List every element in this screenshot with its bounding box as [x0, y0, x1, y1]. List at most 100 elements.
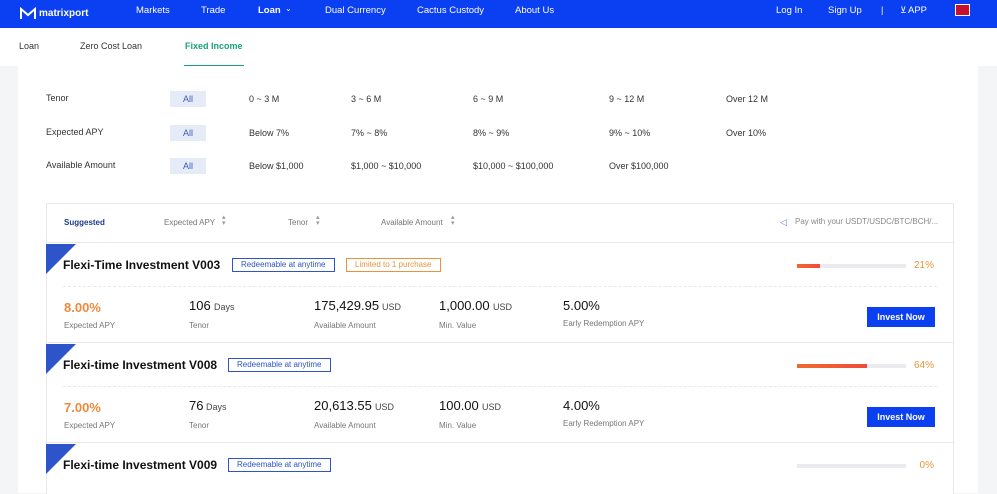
min-label: Min. Value	[439, 421, 477, 430]
progress-track	[797, 264, 906, 268]
logo-icon	[20, 7, 36, 19]
sort-arrows: ▴ ▾	[222, 214, 226, 227]
amount: 20,613.55	[314, 398, 372, 413]
filter-label: Expected APY	[46, 127, 104, 137]
product-name[interactable]: Flexi-time Investment V009	[63, 458, 218, 472]
early-apy: 4.00%	[563, 398, 600, 413]
tenor-unit: Days	[206, 402, 227, 412]
filter-option[interactable]: Over 12 M	[726, 94, 769, 104]
min: 100.00	[439, 398, 479, 413]
progress-track	[797, 464, 906, 468]
early-label: Early Redemption APY	[563, 419, 645, 428]
progress-label: 21%	[913, 260, 934, 271]
divider	[47, 342, 953, 343]
amount-label: Available Amount	[314, 421, 376, 430]
nav-right[interactable]: APP	[908, 5, 928, 16]
early-apy: 5.00%	[563, 298, 600, 313]
amount-unit: USD	[382, 302, 402, 312]
sort-item[interactable]: Suggested	[64, 218, 105, 227]
sort-item[interactable]: Expected APY	[164, 218, 216, 227]
tenor-label: Tenor	[189, 321, 210, 330]
nav-link[interactable]: Trade	[201, 5, 226, 16]
caret: ⌄	[285, 4, 292, 13]
tag: Redeemable at anytime	[228, 358, 331, 372]
nav-right[interactable]: Log In	[776, 5, 803, 16]
progress-fill	[797, 364, 867, 368]
filter-option[interactable]: Below 7%	[249, 128, 290, 138]
sort-arrows: ▴ ▾	[451, 214, 455, 227]
filter-option[interactable]: $1,000 ~ $10,000	[351, 161, 422, 171]
sort-arrows: ▴ ▾	[316, 214, 320, 227]
language-flag[interactable]	[955, 4, 970, 16]
ribbon	[46, 444, 76, 474]
product-name[interactable]: Flexi-time Investment V008	[63, 358, 218, 372]
progress-label: 0%	[919, 460, 934, 471]
filter-option[interactable]: Over 10%	[726, 128, 767, 138]
tag: Limited to 1 purchase	[346, 258, 441, 272]
min-label: Min. Value	[439, 321, 477, 330]
nav-right[interactable]: Sign Up	[828, 5, 862, 16]
filter-option[interactable]: 8% ~ 9%	[473, 128, 510, 138]
filter-label: Available Amount	[46, 160, 116, 170]
apy: 8.00%	[64, 300, 101, 315]
filter-option[interactable]: 9% ~ 10%	[609, 128, 651, 138]
tab[interactable]: Zero Cost Loan	[80, 41, 143, 51]
amount: 175,429.95	[314, 298, 380, 313]
nav-link[interactable]: About Us	[515, 5, 555, 16]
filter-option[interactable]: All	[170, 125, 206, 141]
amount-label: Available Amount	[314, 321, 376, 330]
filter-option[interactable]: Over $100,000	[609, 161, 669, 171]
min: 1,000.00	[439, 298, 490, 313]
sort-item[interactable]: Tenor	[288, 218, 309, 227]
filter-option[interactable]: Below $1,000	[249, 161, 304, 171]
divider	[47, 442, 953, 443]
apy: 7.00%	[64, 400, 101, 415]
tenor: 76	[189, 398, 204, 413]
filter-label: Tenor	[46, 93, 69, 103]
nav-link[interactable]: Markets	[136, 5, 170, 16]
filter-option[interactable]: 0 ~ 3 M	[249, 94, 280, 104]
product-list: Suggested Expected APY ▴ ▾ Tenor ▴ ▾ Available …	[46, 203, 954, 494]
speaker-icon: ◁	[780, 217, 787, 227]
min-unit: USD	[482, 402, 502, 412]
tenor: 106	[189, 298, 211, 313]
tenor-unit: Days	[214, 302, 235, 312]
amount-unit: USD	[375, 402, 395, 412]
divider	[63, 386, 937, 387]
tenor-label: Tenor	[189, 421, 210, 430]
divider	[47, 242, 953, 243]
filter-option[interactable]: 3 ~ 6 M	[351, 94, 382, 104]
filter-option[interactable]: $10,000 ~ $100,000	[473, 161, 554, 171]
sub-nav: Loan Zero Cost Loan Fixed Income	[0, 28, 997, 67]
invest-button[interactable]: Invest Now	[867, 407, 935, 427]
product-name[interactable]: Flexi-Time Investment V003	[63, 258, 221, 272]
tab[interactable]: Loan	[19, 41, 40, 51]
separator: |	[881, 5, 884, 15]
nav-link[interactable]: Dual Currency	[325, 5, 386, 16]
ribbon	[46, 244, 76, 274]
min-unit: USD	[493, 302, 513, 312]
logo[interactable]: matrixport	[39, 8, 89, 19]
nav-link[interactable]: Loan	[258, 5, 281, 16]
apy-label: Expected APY	[64, 421, 116, 430]
tab[interactable]: Fixed Income	[185, 41, 243, 51]
filter-option[interactable]: 7% ~ 8%	[351, 128, 388, 138]
progress-fill	[797, 264, 820, 268]
filter-option[interactable]: 6 ~ 9 M	[473, 94, 504, 104]
filter-option[interactable]: 9 ~ 12 M	[609, 94, 645, 104]
top-nav: matrixport Markets Trade Loan Dual Currency…	[0, 0, 997, 28]
filter-option[interactable]: All	[170, 91, 206, 107]
tag: Redeemable at anytime	[228, 458, 331, 472]
invest-button[interactable]: Invest Now	[867, 307, 935, 327]
tag: Redeemable at anytime	[232, 258, 335, 272]
progress-label: 64%	[913, 360, 934, 371]
download-icon: ⊻	[900, 5, 907, 15]
filter-option[interactable]: All	[170, 158, 206, 174]
ribbon	[46, 344, 76, 374]
nav-link[interactable]: Cactus Custody	[417, 5, 485, 16]
divider	[63, 286, 937, 287]
notice: Pay with your USDT/USDC/BTC/BCH/...	[795, 217, 939, 226]
early-label: Early Redemption APY	[563, 319, 645, 328]
sort-item[interactable]: Available Amount	[381, 218, 443, 227]
